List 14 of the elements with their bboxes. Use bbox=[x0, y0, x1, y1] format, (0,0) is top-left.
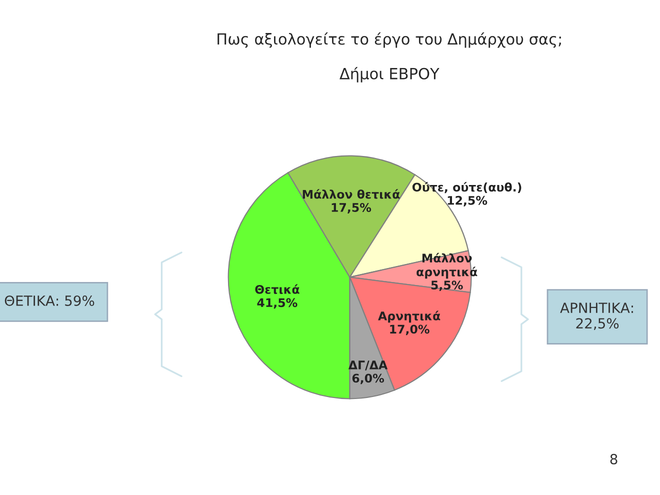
text: 8 bbox=[610, 454, 618, 464]
chart-title: Πως αξιολογείτε το έργο του Δημάρχου σας; bbox=[218, 32, 561, 48]
text: ΑΡΝΗΤΙΚΑ: 22,5% bbox=[560, 302, 633, 330]
chart-subtitle: Δήμοι ΕΒΡΟΥ bbox=[340, 66, 440, 82]
slice-label: Αρνητικά bbox=[378, 310, 440, 323]
data-label: 41,5% bbox=[257, 298, 298, 309]
data-label: 17,5% bbox=[332, 203, 372, 214]
data-label: 17,0% bbox=[390, 324, 430, 336]
slice-label: Θετικά bbox=[255, 284, 300, 294]
data-label: 6,0% bbox=[352, 374, 384, 384]
data-label: 5,5% bbox=[431, 280, 463, 292]
data-label: 12,5% bbox=[448, 196, 488, 206]
slice-label: Μάλλον θετικά bbox=[302, 189, 400, 199]
text: ΘΕΤΙΚΑ: 59% bbox=[4, 295, 94, 306]
